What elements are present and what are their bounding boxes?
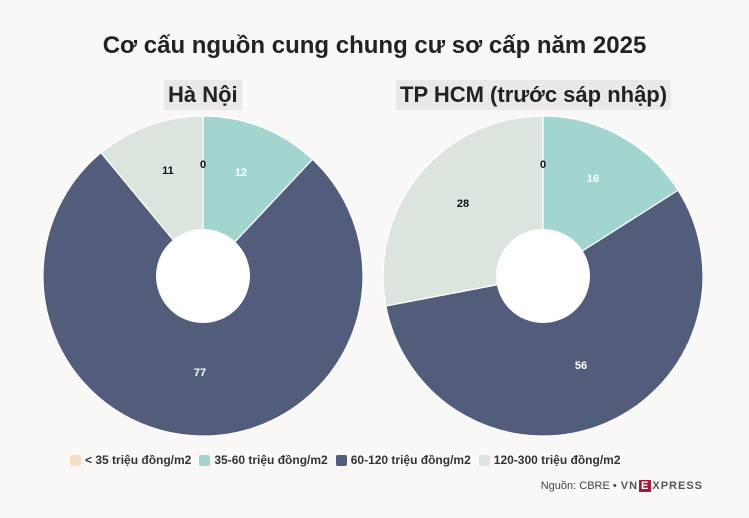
legend-item-2: 35-60 triệu đồng/m2: [199, 453, 328, 467]
pie-2-label-1: 0: [540, 159, 546, 171]
pie-2-hole: [496, 229, 590, 323]
legend-swatch-1: [70, 454, 81, 466]
pie-1-label-3: 77: [194, 367, 206, 379]
brand-logo: VN E XPRESS: [620, 480, 703, 492]
legend-label-3: 60-120 triệu đồng/m2: [350, 453, 471, 467]
pie-1-slice-4: [100, 115, 204, 278]
source-text: Nguồn: CBRE •: [540, 480, 617, 492]
pie-2-label-4: 28: [457, 198, 469, 210]
legend-item-4: 120-300 triệu đồng/m2: [478, 453, 621, 467]
subtitle-hcm: TP HCM (trước sáp nhập): [396, 80, 672, 110]
legend-label-4: 120-300 triệu đồng/m2: [493, 453, 621, 467]
pie-1-label-1: 0: [200, 159, 206, 171]
legend-item-1: < 35 triệu đồng/m2: [70, 453, 191, 467]
subtitle-hanoi: Hà Nội: [164, 80, 242, 110]
legend-label-1: < 35 triệu đồng/m2: [85, 453, 192, 467]
legend-label-2: 35-60 triệu đồng/m2: [214, 453, 328, 467]
legend-swatch-2: [199, 454, 211, 466]
chart-title: Cơ cấu nguồn cung chung cư sơ cấp năm 20…: [102, 32, 647, 59]
legend-item-3: 60-120 triệu đồng/m2: [335, 453, 471, 467]
pie-1-label-2: 12: [235, 167, 247, 179]
pie-1-hole: [156, 229, 250, 323]
legend-swatch-4: [478, 454, 490, 466]
pie-1-slice-2: [202, 115, 314, 278]
pie-1-label-4: 11: [162, 165, 174, 177]
legend-swatch-3: [335, 454, 347, 466]
pie-2-label-3: 56: [575, 360, 587, 372]
legend: < 35 triệu đồng/m2 35-60 triệu đồng/m2 6…: [70, 453, 629, 467]
pie-2-label-2: 16: [587, 173, 599, 185]
pie-2-slice-2: [542, 115, 679, 278]
source-note: Nguồn: CBRE • VN E XPRESS: [541, 480, 703, 492]
